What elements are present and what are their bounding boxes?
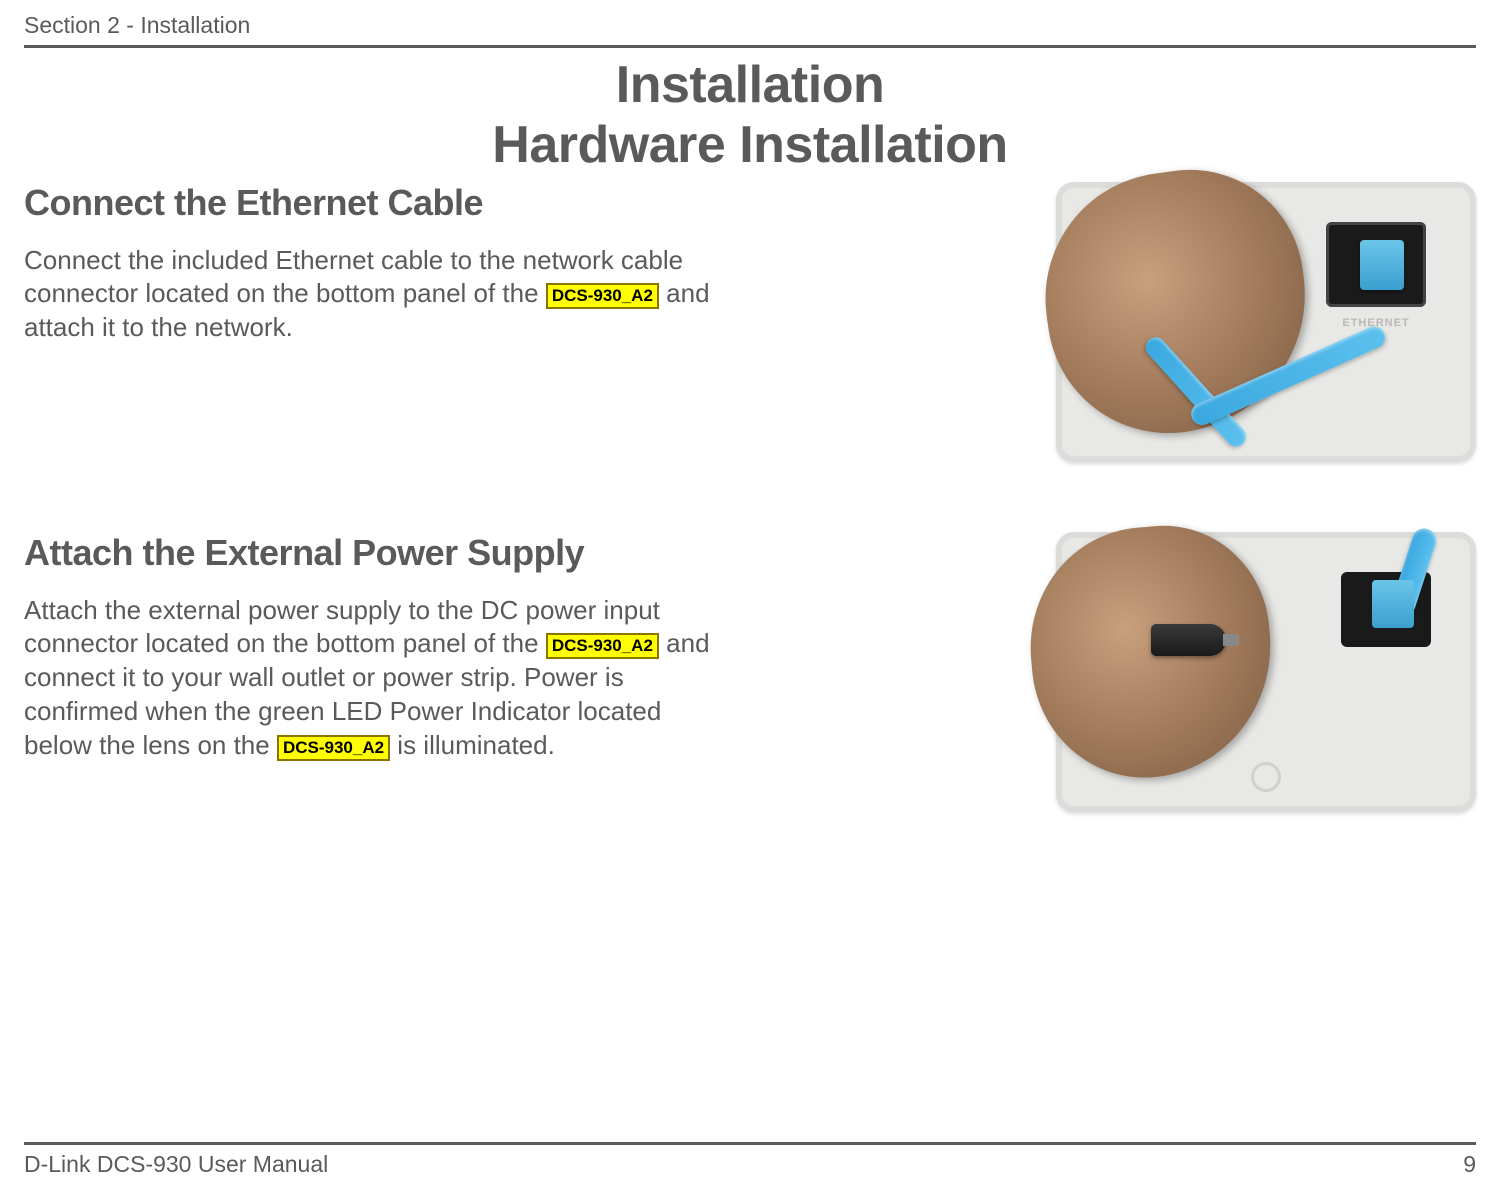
- model-highlight: DCS-930_A2: [546, 633, 659, 659]
- section-heading-ethernet: Connect the Ethernet Cable: [24, 182, 714, 224]
- footer: D-Link DCS-930 User Manual 9: [24, 1142, 1476, 1178]
- section-ethernet-text: Connect the Ethernet Cable Connect the i…: [24, 182, 714, 462]
- device-panel-power: 5V 1.2A: [1056, 532, 1476, 812]
- model-highlight: DCS-930_A2: [277, 735, 390, 761]
- dc-plug-icon: [1151, 624, 1226, 656]
- section-power-body: Attach the external power supply to the …: [24, 594, 714, 763]
- device-panel-ethernet: ETHERNET: [1056, 182, 1476, 462]
- rj45-connector-icon: [1372, 580, 1414, 628]
- footer-manual-label: D-Link DCS-930 User Manual: [24, 1151, 328, 1178]
- rj45-connector-icon: [1360, 240, 1404, 290]
- dc-plug-tip-icon: [1223, 634, 1239, 646]
- body-text-post: is illuminated.: [390, 730, 555, 760]
- section-ethernet-image: ETHERNET: [744, 182, 1476, 462]
- section-power-image: 5V 1.2A: [744, 532, 1476, 812]
- model-highlight: DCS-930_A2: [546, 283, 659, 309]
- section-ethernet-body: Connect the included Ethernet cable to t…: [24, 244, 714, 345]
- header-section-label: Section 2 - Installation: [24, 12, 1476, 48]
- page-title: Installation Hardware Installation: [24, 56, 1476, 176]
- footer-page-number: 9: [1463, 1151, 1476, 1178]
- reset-hole-icon: [1251, 762, 1281, 792]
- title-line-1: Installation: [24, 56, 1476, 116]
- section-power: Attach the External Power Supply Attach …: [24, 532, 1476, 812]
- title-line-2: Hardware Installation: [24, 116, 1476, 176]
- section-heading-power: Attach the External Power Supply: [24, 532, 714, 574]
- section-power-text: Attach the External Power Supply Attach …: [24, 532, 714, 812]
- hand-icon: [1029, 155, 1323, 449]
- section-ethernet: Connect the Ethernet Cable Connect the i…: [24, 182, 1476, 462]
